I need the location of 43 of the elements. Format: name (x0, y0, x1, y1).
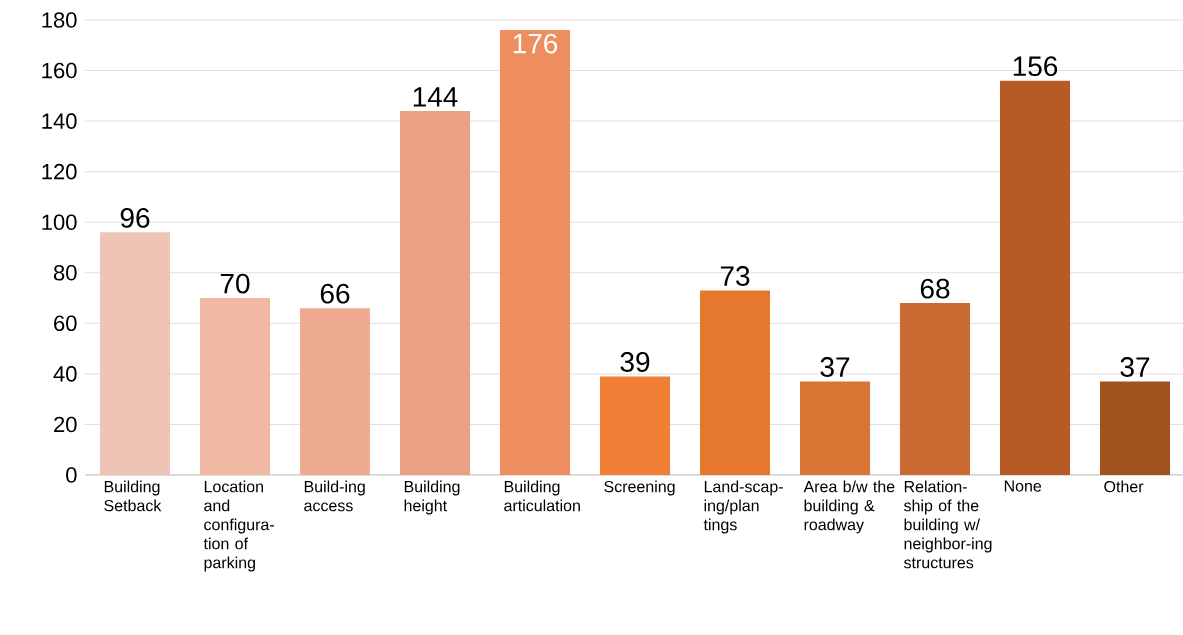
data-label: 66 (320, 283, 350, 304)
data-label: 176 (513, 33, 558, 54)
y-tick-label: 20 (54, 416, 77, 433)
bar (100, 232, 170, 475)
data-label: 39 (620, 352, 650, 372)
data-label: 70 (220, 273, 250, 294)
data-label: 96 (120, 207, 150, 228)
bar (1000, 80, 1071, 475)
data-label: 68 (920, 278, 950, 299)
data-label: 144 (413, 87, 458, 107)
y-tick-label: 140 (42, 113, 77, 129)
y-tick-label: 180 (42, 12, 77, 28)
bar (600, 376, 671, 475)
bar (1100, 381, 1171, 475)
bar (700, 290, 771, 475)
y-tick-label: 40 (53, 366, 77, 382)
bar (400, 111, 471, 475)
y-tick-label: 80 (53, 264, 77, 281)
x-tick-label: Location and configura-tion of parking (203, 480, 274, 572)
x-tick-label: None (1004, 480, 1042, 492)
bar (500, 30, 571, 475)
x-tick-label: Relation-ship of the building w/ neighbor-ing structures (903, 480, 992, 569)
bar (800, 381, 871, 475)
x-tick-label: Building articulation (504, 480, 580, 512)
y-tick-label: 120 (42, 163, 77, 180)
x-tick-label: Area b/w the building & roadway (803, 480, 895, 534)
x-tick-label: Building height (404, 480, 460, 515)
x-tick-label: Land-scap-ing/plan tings (703, 480, 783, 534)
y-tick-label: 60 (54, 315, 77, 332)
y-tick-label: 0 (66, 467, 77, 483)
x-tick-label: Building Setback (104, 480, 162, 512)
data-label: 73 (720, 266, 750, 286)
bar (300, 308, 370, 475)
bar (900, 303, 971, 475)
x-tick-label: Build-ing access (304, 480, 365, 512)
y-tick-label: 100 (42, 214, 77, 231)
data-label: 37 (820, 357, 850, 377)
x-tick-label: Screening (604, 480, 675, 496)
x-tick-label: Other (1104, 480, 1144, 493)
data-label: 37 (1120, 357, 1150, 377)
bar (200, 298, 271, 475)
y-tick-label: 160 (42, 62, 77, 79)
data-label: 156 (1013, 56, 1058, 77)
